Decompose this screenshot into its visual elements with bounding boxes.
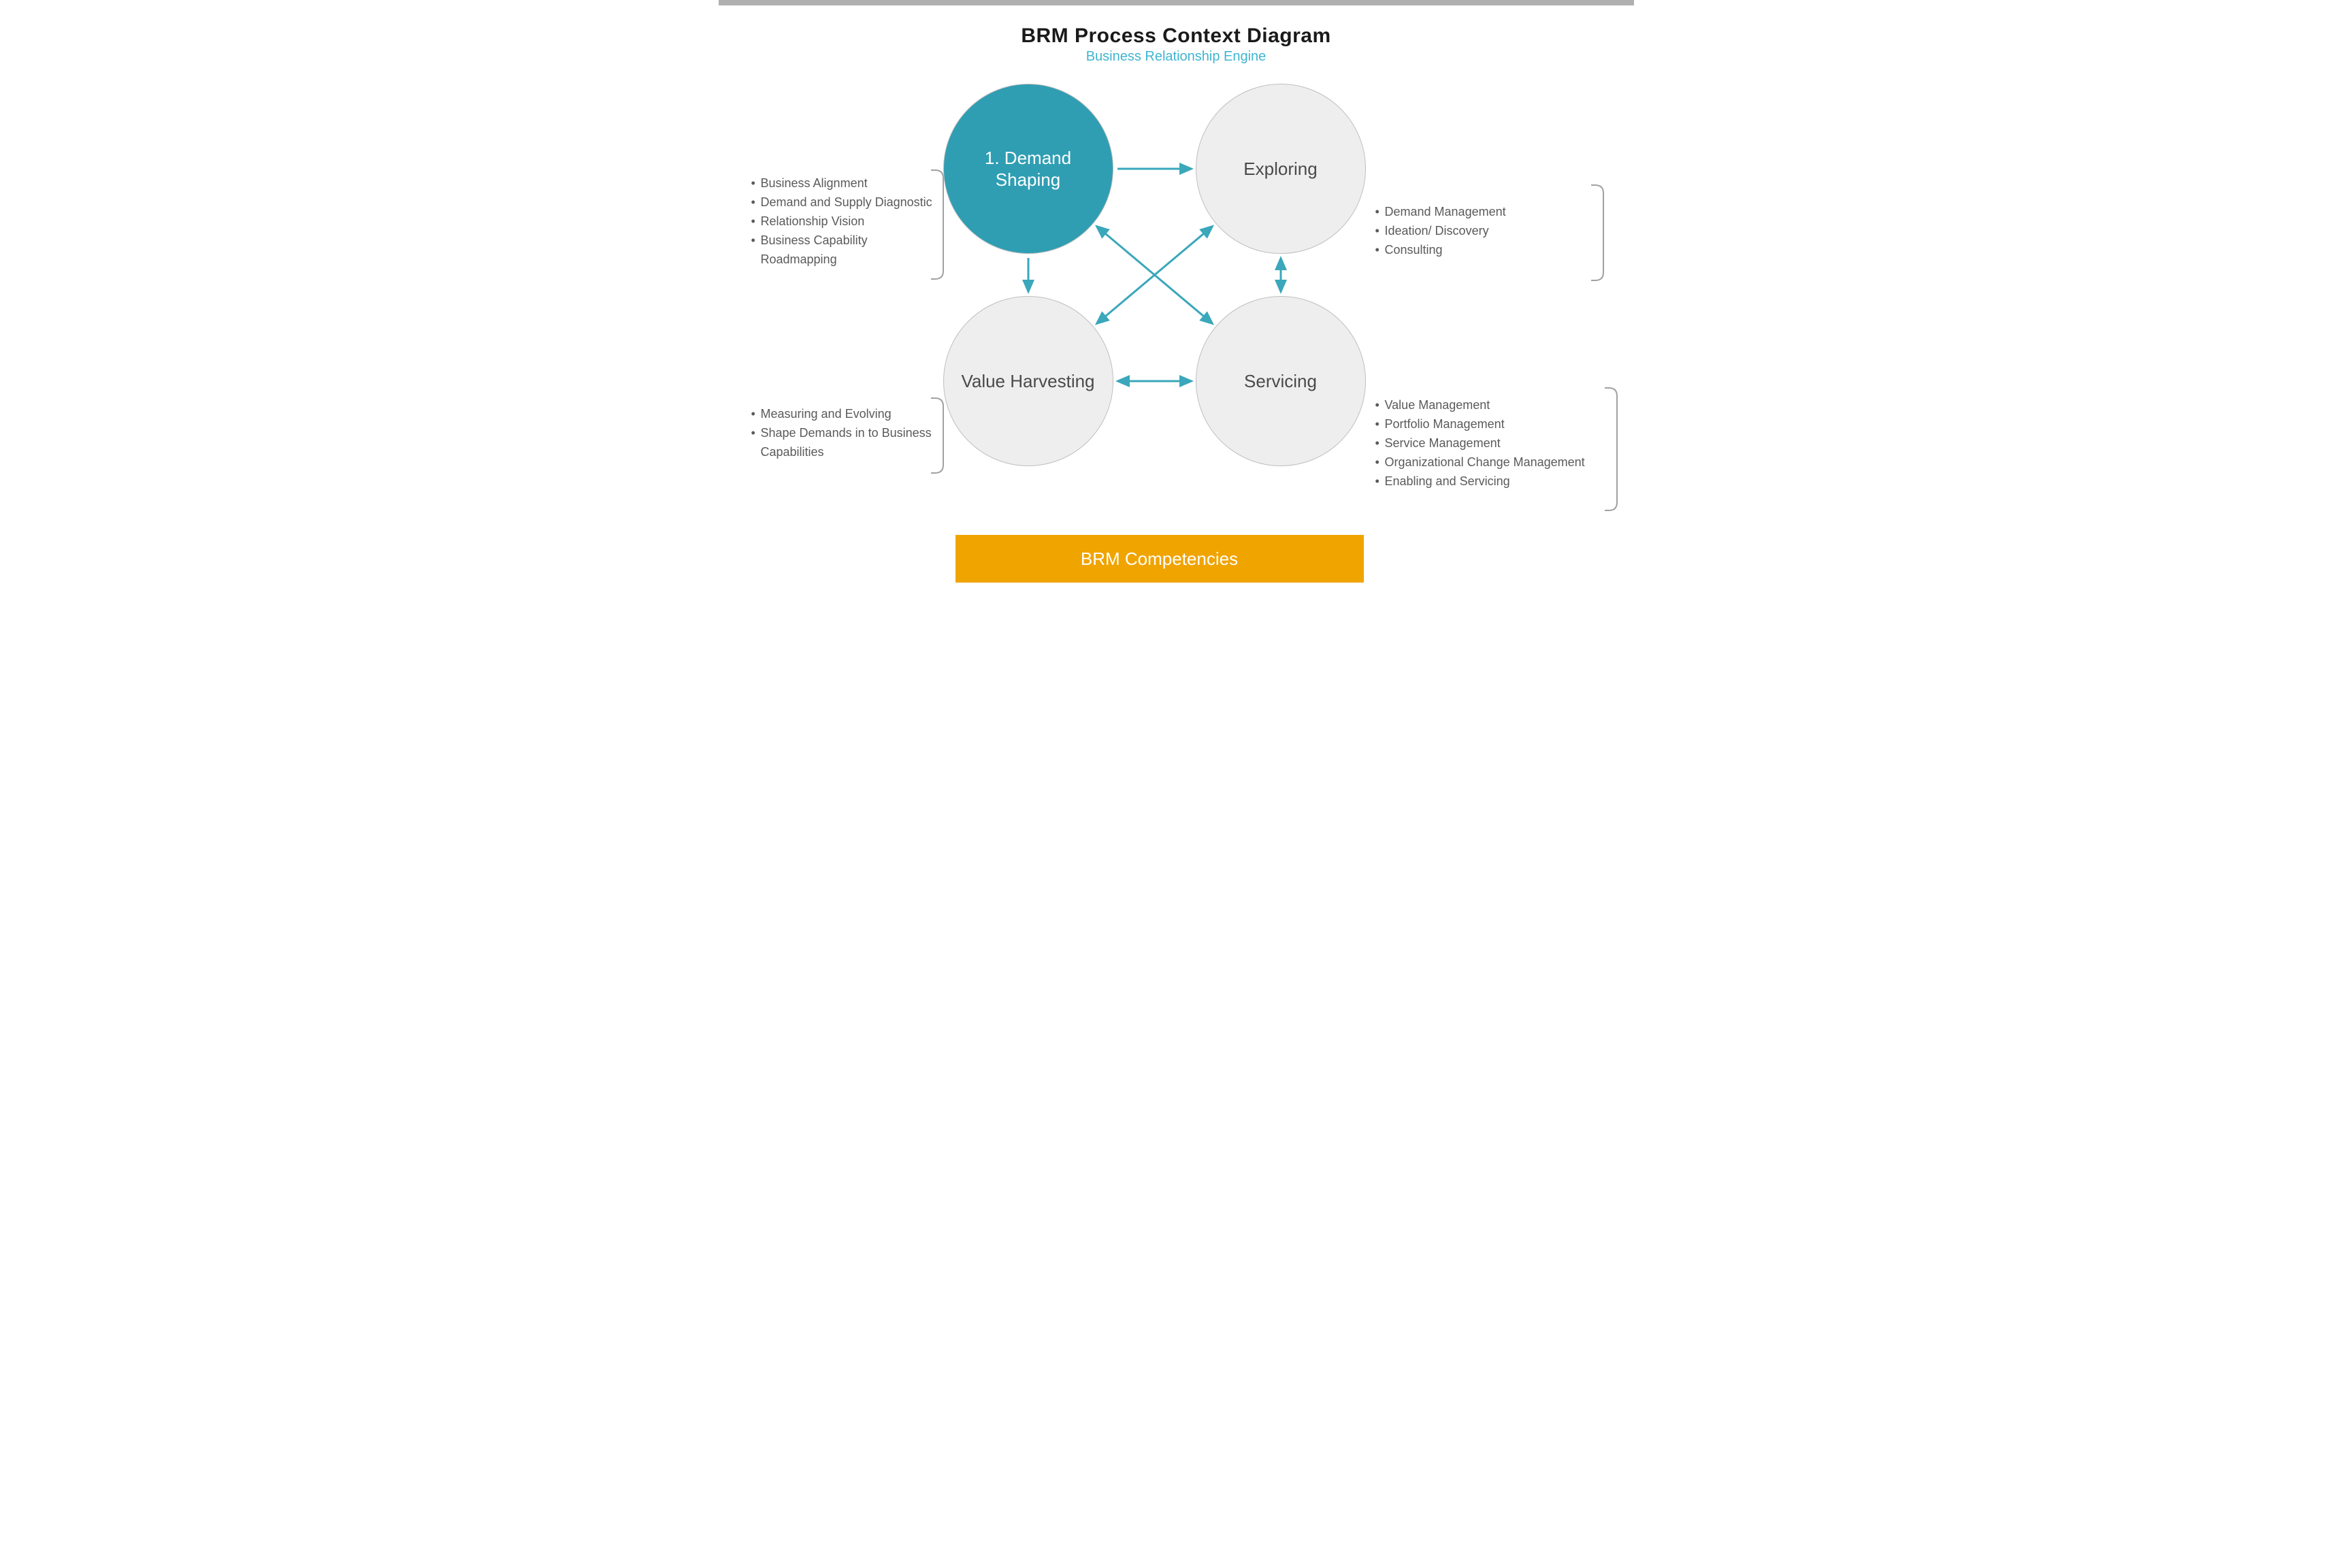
list-bracket: [1591, 185, 1603, 280]
node-exploring: Exploring: [1196, 84, 1366, 254]
list-item: Shape Demands in to Business Capabilitie…: [751, 424, 942, 462]
diagram-subtitle: Business Relationship Engine: [719, 49, 1634, 65]
node-servicing: Servicing: [1196, 296, 1366, 466]
node-label: Servicing: [1213, 370, 1348, 393]
list-item: Business Capability Roadmapping: [751, 231, 942, 270]
list-item: Consulting: [1375, 241, 1580, 260]
edge-arrow: [1096, 226, 1212, 323]
list-exploring: Demand ManagementIdeation/ DiscoveryCons…: [1375, 203, 1580, 260]
list-item: Enabling and Servicing: [1375, 472, 1607, 491]
list-item: Demand Management: [1375, 203, 1580, 222]
list-item: Service Management: [1375, 434, 1607, 453]
title-block: BRM Process Context Diagram Business Rel…: [719, 24, 1634, 65]
list-value-harvesting: Measuring and EvolvingShape Demands in t…: [751, 405, 942, 462]
list-item: Demand and Supply Diagnostic: [751, 193, 942, 212]
top-border-bar: [719, 0, 1634, 5]
diagram-title: BRM Process Context Diagram: [719, 24, 1634, 48]
node-value-harvesting: Value Harvesting: [943, 296, 1113, 466]
connector-overlay: [719, 0, 1634, 610]
footer-label: BRM Competencies: [1081, 549, 1238, 570]
list-item: Portfolio Management: [1375, 415, 1607, 434]
list-item: Ideation/ Discovery: [1375, 222, 1580, 241]
list-item: Organizational Change Management: [1375, 453, 1607, 472]
node-label: Value Harvesting: [960, 370, 1095, 393]
list-item: Business Alignment: [751, 174, 942, 193]
list-item: Value Management: [1375, 396, 1607, 415]
list-demand-shaping: Business AlignmentDemand and Supply Diag…: [751, 174, 942, 269]
list-item: Relationship Vision: [751, 212, 942, 231]
footer-competencies-bar: BRM Competencies: [956, 535, 1364, 583]
edge-arrow: [1096, 226, 1212, 323]
diagram-canvas: BRM Process Context Diagram Business Rel…: [719, 0, 1634, 610]
node-label: 1. Demand Shaping: [960, 147, 1095, 191]
list-servicing: Value ManagementPortfolio ManagementServ…: [1375, 396, 1607, 491]
node-label: Exploring: [1213, 158, 1348, 180]
list-item: Measuring and Evolving: [751, 405, 942, 424]
node-demand-shaping: 1. Demand Shaping: [943, 84, 1113, 254]
